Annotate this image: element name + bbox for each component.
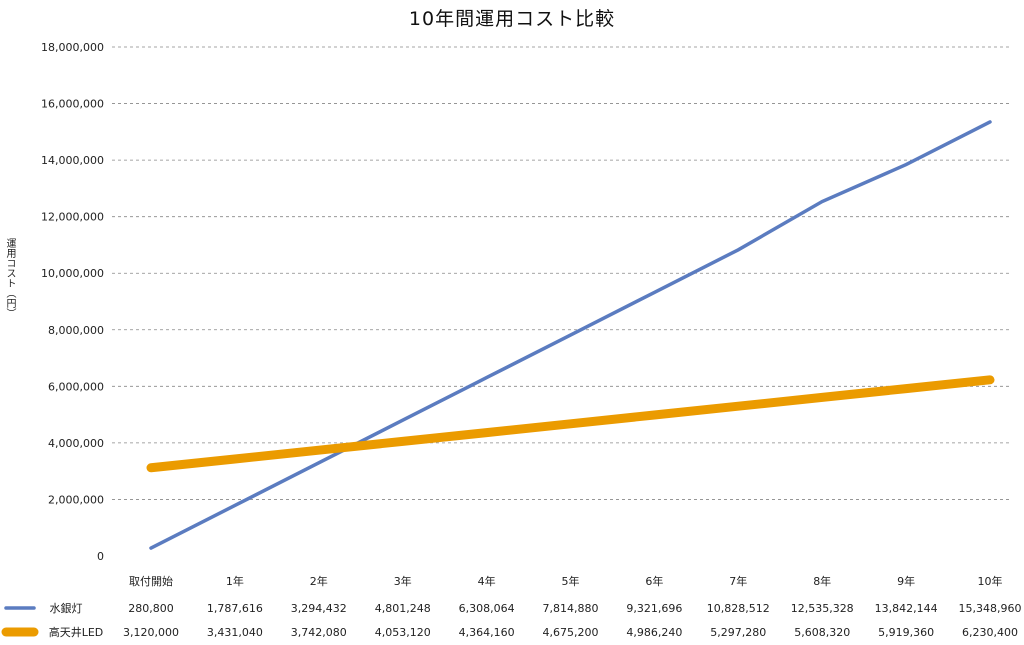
x-category-label: 2年 <box>310 574 328 588</box>
y-tick-label: 18,000,000 <box>41 41 104 54</box>
chart-title: 10年間運用コスト比較 <box>408 8 616 30</box>
series-line-mercury <box>149 120 992 550</box>
table-cell: 3,294,432 <box>291 602 347 615</box>
table-cell: 13,842,144 <box>875 602 938 615</box>
x-category-label: 取付開始 <box>129 574 173 588</box>
table-cell: 15,348,960 <box>959 602 1022 615</box>
x-category-label: 9年 <box>897 574 915 588</box>
y-tick-label: 4,000,000 <box>48 437 104 450</box>
table-cell: 5,919,360 <box>878 626 934 639</box>
table-cell: 3,742,080 <box>291 626 347 639</box>
table-cell: 3,431,040 <box>207 626 263 639</box>
table-cell: 3,120,000 <box>123 626 179 639</box>
legend-label: 水銀灯 <box>50 601 83 615</box>
legend-label: 高天井LED <box>49 625 104 639</box>
table-cell: 12,535,328 <box>791 602 854 615</box>
table-cell: 280,800 <box>128 602 174 615</box>
x-category-label: 1年 <box>226 574 244 588</box>
table-cell: 4,364,160 <box>459 626 515 639</box>
x-category-label: 5年 <box>562 574 580 588</box>
table-cell: 10,828,512 <box>707 602 770 615</box>
table-cell: 4,801,248 <box>375 602 431 615</box>
table-cell: 1,787,616 <box>207 602 263 615</box>
x-category-label: 8年 <box>813 574 831 588</box>
y-tick-label: 14,000,000 <box>41 154 104 167</box>
table-cell: 6,308,064 <box>459 602 515 615</box>
table-cell: 4,675,200 <box>543 626 599 639</box>
table-cell: 6,230,400 <box>962 626 1018 639</box>
x-category-label: 6年 <box>645 574 663 588</box>
y-tick-label: 16,000,000 <box>41 98 104 111</box>
y-tick-label: 2,000,000 <box>48 493 104 506</box>
table-cell: 5,297,280 <box>710 626 766 639</box>
x-category-label: 10年 <box>978 574 1003 588</box>
y-axis-label: 運用コスト（円） <box>4 238 15 318</box>
y-tick-label: 0 <box>97 550 104 563</box>
y-tick-label: 10,000,000 <box>41 267 104 280</box>
table-cell: 7,814,880 <box>543 602 599 615</box>
table-cell: 5,608,320 <box>794 626 850 639</box>
y-tick-label: 12,000,000 <box>41 211 104 224</box>
x-category-label: 3年 <box>394 574 412 588</box>
series-line-led <box>146 375 995 473</box>
table-cell: 4,986,240 <box>626 626 682 639</box>
table-cell: 9,321,696 <box>626 602 682 615</box>
y-tick-label: 6,000,000 <box>48 380 104 393</box>
y-tick-label: 8,000,000 <box>48 324 104 337</box>
x-category-label: 7年 <box>729 574 747 588</box>
table-cell: 4,053,120 <box>375 626 431 639</box>
x-category-label: 4年 <box>478 574 496 588</box>
